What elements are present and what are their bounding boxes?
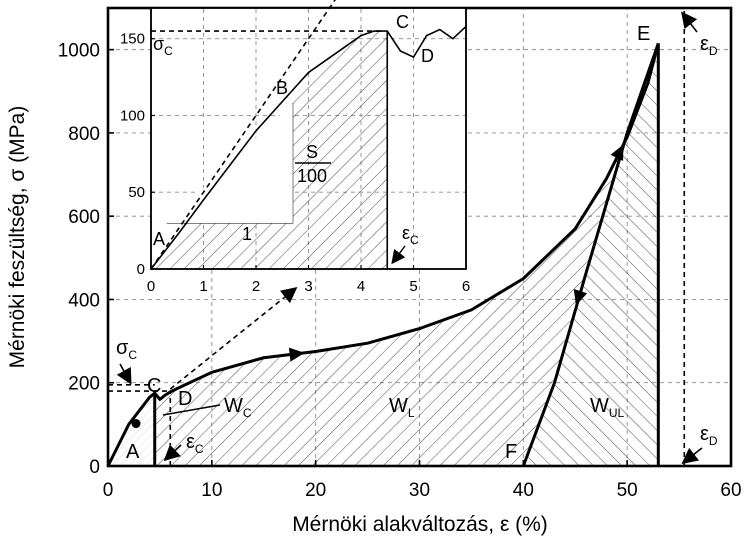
arrow-eps-d-bottom bbox=[681, 447, 703, 464]
inset-y-tick-label: 0 bbox=[137, 261, 145, 278]
y-axis-label: Mérnöki feszültség, σ (MPa) bbox=[6, 106, 29, 369]
label-w-ul: WUL bbox=[590, 395, 625, 420]
x-tick-label: 0 bbox=[103, 480, 114, 501]
inset-label-a: A bbox=[153, 229, 165, 249]
inset-y-tick-label: 150 bbox=[120, 31, 145, 48]
inset-x-tick-label: 5 bbox=[409, 278, 417, 295]
x-tick-label: 50 bbox=[617, 480, 638, 501]
label-a: A bbox=[126, 441, 140, 463]
arrow-unloading bbox=[573, 289, 588, 306]
area-elastic bbox=[108, 393, 155, 466]
label-d: D bbox=[178, 388, 192, 410]
inset-slope-top: S bbox=[306, 142, 318, 162]
label-eps-c: εC bbox=[186, 431, 204, 456]
label-eps-d-bottom: εD bbox=[700, 423, 718, 448]
label-f: F bbox=[505, 441, 517, 463]
arrow-loading-upper bbox=[610, 144, 624, 162]
main-curves bbox=[106, 8, 686, 467]
y-tick-label: 1000 bbox=[58, 41, 100, 62]
y-tick-label: 600 bbox=[68, 207, 100, 228]
inset-label-d: D bbox=[421, 46, 434, 66]
inset-x-tick-label: 0 bbox=[147, 278, 155, 295]
arrow-loading-mid bbox=[288, 347, 305, 362]
main-area-fills bbox=[108, 43, 659, 467]
inset-curve bbox=[150, 25, 467, 270]
inset-x-tick-label: 3 bbox=[304, 278, 312, 295]
inset-label-sigma-c: σC bbox=[153, 34, 173, 58]
point-marker bbox=[131, 419, 141, 429]
label-c: C bbox=[147, 375, 161, 397]
inset-y-tick-label: 100 bbox=[120, 107, 145, 124]
label-sigma-c: σC bbox=[116, 337, 137, 362]
inset-arrow-eps-c bbox=[391, 245, 406, 265]
inset-tick-labels: 0 1 2 3 4 5 6 0 50 100 150 bbox=[120, 31, 470, 295]
arrow-sigma-c bbox=[116, 363, 132, 385]
inset-label-b: B bbox=[276, 78, 288, 98]
inset-slope-fill bbox=[166, 103, 293, 223]
x-axis-label: Mérnöki alakváltozás, ε (%) bbox=[292, 513, 548, 536]
inset-slope-bottom: 100 bbox=[297, 166, 327, 186]
inset-y-tick-label: 50 bbox=[128, 184, 145, 201]
x-tick-label: 40 bbox=[513, 480, 534, 501]
area-w-ul bbox=[523, 43, 659, 467]
inset-curves: σC A B CD S 100 1 εC bbox=[150, 0, 467, 270]
y-tick-label: 400 bbox=[68, 290, 100, 311]
label-e: E bbox=[637, 23, 650, 45]
label-w-c: WC bbox=[224, 395, 252, 420]
inset-slope-unit: 1 bbox=[242, 224, 252, 244]
label-w-l: WL bbox=[389, 395, 415, 420]
y-tick-label: 800 bbox=[68, 124, 100, 145]
label-eps-d-top: εD bbox=[700, 33, 718, 58]
x-tick-label: 60 bbox=[720, 480, 741, 501]
unloading-curve bbox=[521, 42, 660, 467]
inset-x-tick-label: 6 bbox=[462, 278, 470, 295]
x-tick-label: 30 bbox=[409, 480, 430, 501]
area-w-l bbox=[154, 43, 659, 467]
y-tick-label: 200 bbox=[68, 374, 100, 395]
inset-x-tick-label: 4 bbox=[357, 278, 365, 295]
leader-w-c bbox=[162, 404, 221, 416]
y-tick-label: 0 bbox=[89, 457, 100, 478]
inset-x-tick-label: 2 bbox=[252, 278, 260, 295]
inset-label-eps-c: εC bbox=[402, 223, 419, 247]
inset-x-tick-label: 1 bbox=[199, 278, 207, 295]
x-tick-label: 20 bbox=[305, 480, 326, 501]
inset-label-c: C bbox=[396, 12, 409, 32]
arrow-eps-c bbox=[163, 444, 182, 462]
arrow-eps-d-top bbox=[681, 11, 698, 33]
x-tick-label: 10 bbox=[201, 480, 222, 501]
